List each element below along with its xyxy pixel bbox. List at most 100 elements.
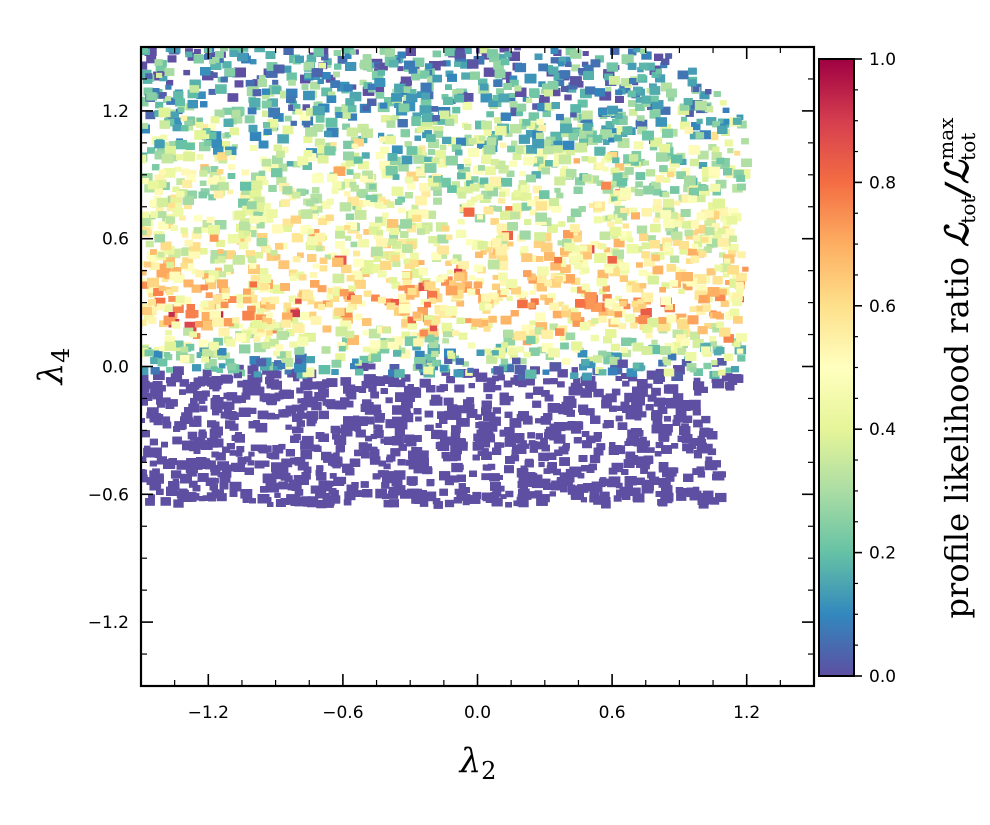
- data-point: [590, 415, 601, 424]
- data-point: [491, 497, 503, 507]
- data-point: [388, 490, 399, 499]
- data-point: [582, 440, 592, 449]
- data-point: [711, 460, 721, 468]
- data-point: [527, 432, 535, 439]
- data-point: [641, 51, 652, 60]
- data-point: [437, 441, 450, 451]
- data-point: [611, 180, 620, 188]
- data-point: [720, 212, 733, 222]
- data-point: [383, 500, 393, 508]
- data-point: [383, 97, 396, 107]
- data-point: [537, 166, 545, 172]
- data-point: [407, 384, 414, 389]
- data-point: [613, 238, 625, 248]
- data-point: [563, 443, 570, 449]
- data-point: [529, 491, 539, 499]
- data-point: [620, 78, 631, 87]
- data-point: [156, 488, 164, 495]
- data-point: [484, 166, 496, 176]
- data-point: [487, 377, 496, 385]
- data-point: [364, 416, 375, 425]
- data-point: [737, 355, 746, 362]
- data-point: [461, 281, 473, 290]
- data-point: [504, 51, 512, 58]
- data-point: [393, 470, 406, 480]
- data-point: [566, 476, 575, 483]
- data-point: [205, 292, 213, 298]
- data-point: [288, 479, 297, 487]
- data-point: [294, 346, 305, 355]
- data-point: [633, 437, 645, 447]
- data-point: [518, 411, 529, 420]
- data-point: [375, 86, 385, 94]
- data-point: [193, 448, 201, 454]
- data-point: [266, 374, 274, 381]
- data-point: [581, 465, 590, 472]
- data-point: [272, 224, 284, 234]
- data-point: [234, 80, 244, 88]
- data-point: [539, 161, 551, 170]
- data-point: [521, 291, 529, 298]
- data-point: [588, 203, 596, 208]
- data-point: [308, 381, 318, 390]
- data-point: [378, 203, 387, 209]
- data-point: [681, 434, 693, 443]
- data-point: [630, 322, 638, 329]
- data-point: [167, 55, 177, 63]
- data-point: [316, 465, 324, 471]
- data-point: [645, 62, 655, 71]
- data-point: [166, 79, 174, 86]
- data-point: [639, 411, 647, 418]
- data-point: [725, 367, 733, 373]
- data-point: [699, 91, 710, 100]
- data-point: [326, 127, 339, 138]
- data-point: [315, 489, 327, 499]
- data-point: [589, 495, 599, 503]
- data-point: [577, 99, 588, 108]
- data-point: [517, 494, 528, 503]
- data-point: [248, 226, 258, 234]
- data-point: [353, 386, 362, 392]
- data-point: [384, 436, 395, 445]
- data-point: [329, 473, 337, 479]
- data-point: [322, 383, 329, 389]
- data-point: [451, 425, 461, 433]
- data-point: [709, 497, 720, 505]
- data-point: [404, 434, 415, 443]
- data-point: [295, 353, 307, 363]
- data-point: [237, 323, 244, 329]
- data-point: [220, 411, 230, 419]
- data-point: [677, 435, 686, 442]
- data-point: [517, 373, 527, 381]
- data-point: [574, 245, 585, 254]
- data-point: [353, 172, 361, 179]
- data-point: [658, 462, 669, 470]
- data-point: [257, 444, 267, 452]
- data-point: [237, 457, 247, 465]
- data-point: [327, 287, 338, 296]
- data-point: [531, 478, 544, 489]
- data-point: [320, 200, 331, 209]
- data-point: [211, 366, 218, 372]
- data-point: [676, 492, 687, 501]
- data-point: [697, 442, 707, 451]
- data-point: [673, 213, 685, 223]
- data-point: [152, 381, 163, 389]
- data-point: [179, 379, 189, 387]
- data-point: [343, 499, 352, 506]
- data-point: [585, 86, 596, 95]
- data-point: [163, 257, 175, 267]
- data-point: [214, 176, 226, 186]
- data-point: [292, 413, 303, 422]
- data-point: [661, 492, 671, 500]
- data-point: [190, 397, 198, 404]
- data-point: [719, 158, 730, 167]
- data-point: [557, 381, 565, 388]
- data-point: [449, 410, 462, 420]
- data-point: [369, 456, 381, 465]
- data-point: [222, 446, 230, 453]
- data-point: [267, 325, 274, 331]
- data-point: [401, 398, 413, 409]
- data-point: [241, 392, 251, 400]
- data-point: [361, 451, 370, 459]
